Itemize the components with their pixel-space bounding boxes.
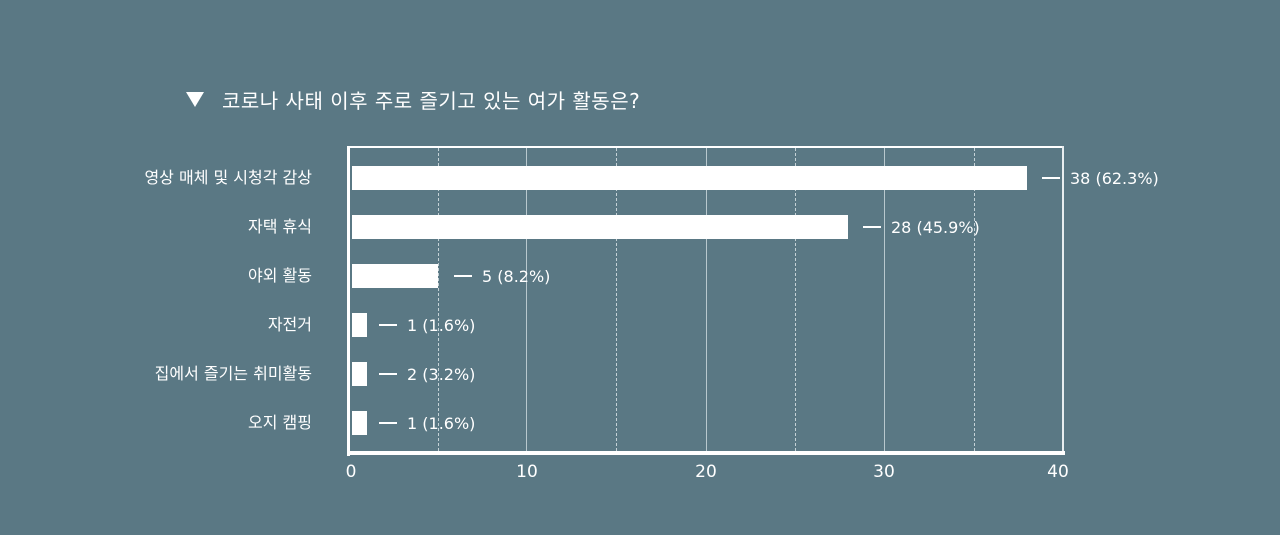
value-label: 2 (3.2%)	[379, 362, 475, 386]
triangle-down-icon	[186, 91, 204, 107]
value-label: 38 (62.3%)	[1042, 166, 1159, 190]
value-label: 5 (8.2%)	[454, 264, 550, 288]
bar	[352, 411, 367, 435]
bar	[352, 215, 848, 239]
gridline	[438, 148, 439, 451]
bar	[352, 264, 438, 288]
x-tick: 30	[873, 462, 895, 482]
gridline	[526, 148, 527, 451]
value-label: 1 (1.6%)	[379, 411, 475, 435]
bar	[352, 362, 367, 386]
gridline	[616, 148, 617, 451]
x-axis	[347, 451, 1065, 455]
gridline	[795, 148, 796, 451]
x-tick: 0	[345, 462, 357, 482]
category-label: 자택 휴식	[248, 217, 312, 236]
category-label: 영상 매체 및 시청각 감상	[144, 168, 312, 187]
frame-top	[347, 146, 1063, 148]
value-label: 28 (45.9%)	[863, 215, 980, 239]
plot-area: 38 (62.3%) 28 (45.9%) 5 (8.2%) 1 (1.6%) …	[347, 146, 1159, 456]
chart-title-text: 코로나 사태 이후 주로 즐기고 있는 여가 활동은?	[222, 88, 641, 113]
gridline	[884, 148, 885, 451]
y-axis	[347, 146, 350, 456]
chart-title: 코로나 사태 이후 주로 즐기고 있는 여가 활동은?	[186, 84, 640, 114]
x-tick: 10	[516, 462, 538, 482]
bar	[352, 166, 1027, 190]
x-tick: 40	[1047, 462, 1069, 482]
gridline	[706, 148, 707, 451]
category-label: 집에서 즐기는 취미활동	[154, 364, 312, 383]
category-label: 자전거	[267, 315, 312, 334]
gridline	[974, 148, 975, 451]
frame-right	[1062, 146, 1064, 455]
category-label: 야외 활동	[248, 266, 312, 285]
x-tick: 20	[695, 462, 717, 482]
category-label: 오지 캠핑	[248, 413, 312, 432]
bar	[352, 313, 367, 337]
value-label: 1 (1.6%)	[379, 313, 475, 337]
